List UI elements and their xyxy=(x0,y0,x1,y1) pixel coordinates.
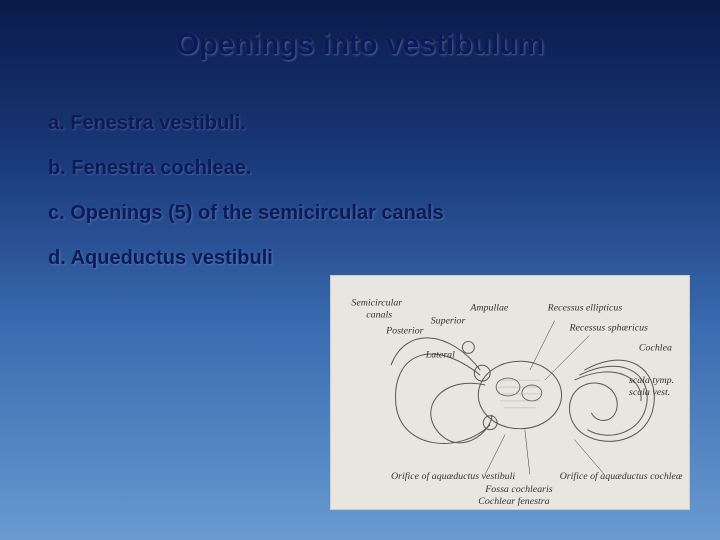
list-item: c. Openings (5) of the semicircular cana… xyxy=(48,202,720,225)
label-ampullae: Ampullae xyxy=(469,303,509,314)
label-scala-vest: scala vest. xyxy=(629,387,670,398)
label-recessus-sphaericus: Recessus sphæricus xyxy=(568,323,648,334)
bullet-list: a. Fenestra vestibuli. b. Fenestra cochl… xyxy=(0,82,720,270)
label-superior: Superior xyxy=(431,316,466,327)
label-fenestra: Cochlear fenestra xyxy=(478,496,549,507)
slide-title: Openings into vestibulum xyxy=(0,0,720,82)
label-posterior: Posterior xyxy=(385,326,424,337)
list-item: d. Aqueductus vestibuli xyxy=(48,247,720,270)
label-canals: canals xyxy=(366,310,392,321)
label-semicircular: Semicircular xyxy=(351,298,402,309)
label-orifice-vestibuli: Orifice of aquæductus vestibuli xyxy=(391,471,515,482)
label-lateral: Lateral xyxy=(425,349,455,360)
label-fossa: Fossa cochlearis xyxy=(484,484,553,495)
list-item: b. Fenestra cochleae. xyxy=(48,157,720,180)
label-cochlea: Cochlea xyxy=(639,342,672,353)
label-recessus-ellipticus: Recessus ellipticus xyxy=(547,303,623,314)
list-item: a. Fenestra vestibuli. xyxy=(48,112,720,135)
label-orifice-cochleae: Orifice of aquæductus cochleæ xyxy=(560,471,683,482)
label-scala-tymp: scala tymp. xyxy=(629,375,674,386)
anatomy-diagram: Semicircular canals Posterior Lateral Su… xyxy=(330,275,690,510)
